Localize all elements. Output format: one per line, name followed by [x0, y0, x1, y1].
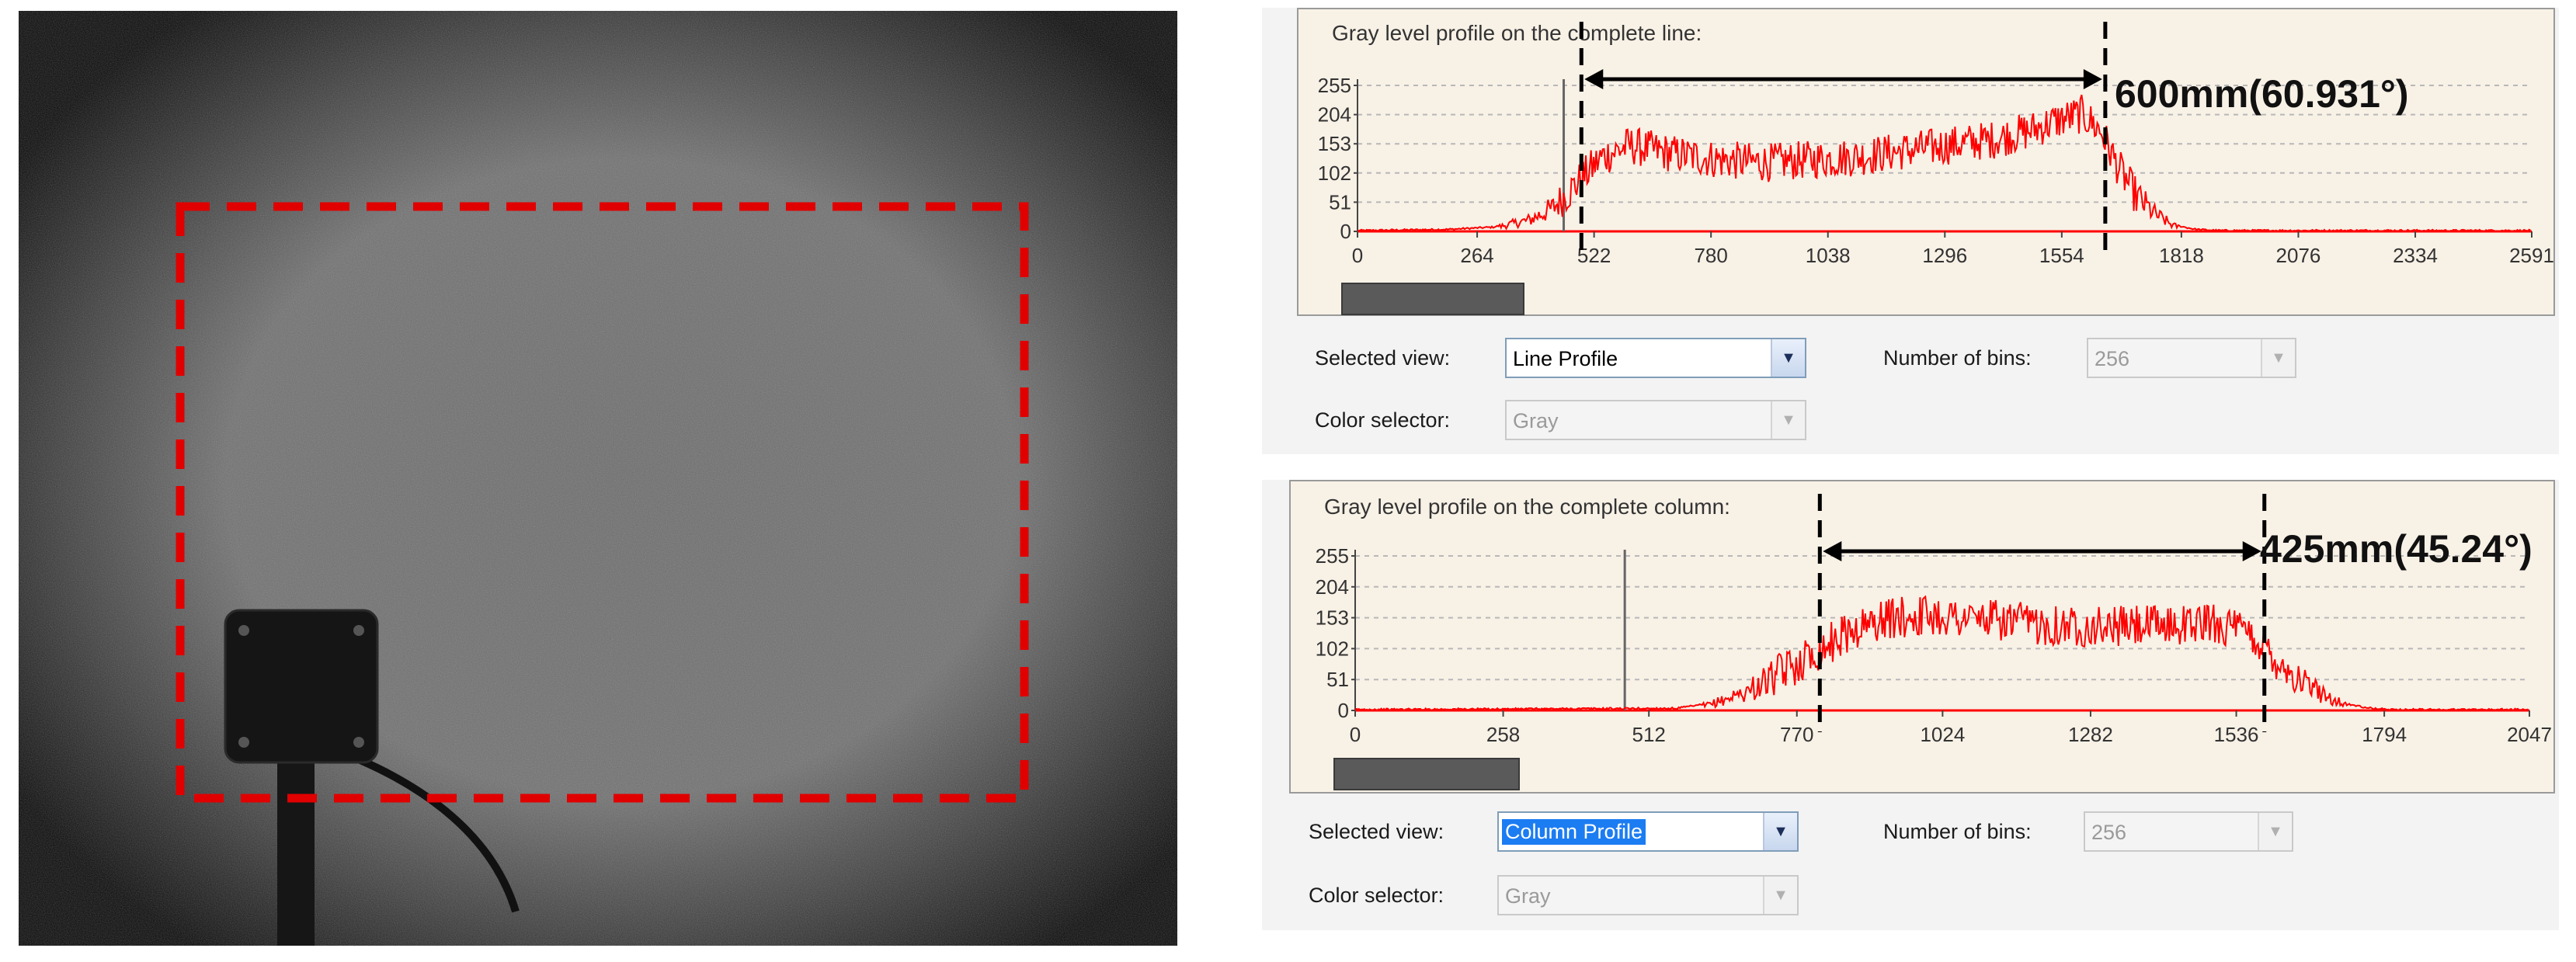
double-arrow-icon	[1823, 541, 2261, 561]
line-profile-panel: Gray level profile on the complete line:…	[1262, 8, 2559, 454]
selected-view-label: Selected view:	[1315, 346, 1451, 370]
line-plot-frame	[1297, 8, 2555, 316]
camera-image	[19, 11, 1177, 946]
dropdown-arrow-icon[interactable]: ▼	[2258, 813, 2292, 850]
dropdown-arrow-icon[interactable]: ▼	[1771, 401, 1805, 439]
profile-series-line	[1354, 595, 2529, 712]
y-tick-label: 153	[1318, 132, 1351, 155]
x-tick-label: 258	[1486, 723, 1520, 746]
color-selector-value: Gray	[1505, 884, 1551, 908]
x-tick-label: 1536	[2214, 723, 2259, 746]
number-of-bins-value: 256	[2091, 821, 2127, 844]
y-tick-label: 204	[1316, 575, 1349, 599]
selected-view-dropdown[interactable]: Column Profile ▼	[1497, 811, 1799, 852]
x-tick-label: 780	[1694, 244, 1727, 267]
y-tick-label: 51	[1326, 668, 1349, 691]
selected-view-value: Line Profile	[1513, 347, 1618, 370]
selected-view-dropdown[interactable]: Line Profile ▼	[1505, 338, 1806, 378]
number-of-bins-dropdown[interactable]: 256 ▼	[2087, 338, 2296, 378]
column-plot-frame	[1289, 480, 2555, 794]
roi-rectangle	[176, 202, 1029, 803]
x-tick-label: 1024	[1920, 723, 1965, 746]
color-selector-value: Gray	[1513, 409, 1559, 432]
y-tick-label: 0	[1340, 220, 1351, 243]
y-tick-label: 102	[1316, 637, 1349, 660]
camera-mount	[224, 609, 520, 946]
x-tick-label: 0	[1350, 723, 1361, 746]
color-selector-label: Color selector:	[1315, 408, 1451, 432]
x-tick-label: 2334	[2393, 244, 2438, 267]
y-tick-label: 51	[1329, 190, 1351, 214]
x-tick-label: 264	[1460, 244, 1493, 267]
color-selector-dropdown[interactable]: Gray ▼	[1497, 875, 1799, 915]
number-of-bins-value: 256	[2095, 347, 2130, 370]
double-arrow-icon	[1584, 69, 2102, 89]
annotation-label: 600mm(60.931°)	[2115, 72, 2409, 116]
x-tick-label: 1818	[2159, 244, 2204, 267]
chart-title: Gray level profile on the complete colum…	[1324, 495, 1730, 519]
y-tick-label: 255	[1316, 544, 1349, 568]
horizontal-scrollbar[interactable]	[1333, 758, 1520, 790]
y-tick-label: 153	[1316, 606, 1349, 630]
x-tick-label: 512	[1632, 723, 1665, 746]
column-profile-chart: Gray level profile on the complete colum…	[1316, 494, 2552, 746]
dropdown-arrow-icon[interactable]: ▼	[1763, 877, 1797, 914]
chart-title: Gray level profile on the complete line:	[1332, 21, 1702, 45]
y-tick-label: 255	[1318, 74, 1351, 97]
color-selector-dropdown[interactable]: Gray ▼	[1505, 400, 1806, 440]
horizontal-scrollbar[interactable]	[1341, 283, 1524, 315]
x-tick-label: 1282	[2068, 723, 2113, 746]
line-profile-chart: Gray level profile on the complete line:…	[1318, 21, 2554, 267]
number-of-bins-label: Number of bins:	[1883, 346, 2032, 370]
profile-series-line	[1357, 94, 2531, 233]
x-tick-label: 1794	[2362, 723, 2407, 746]
dropdown-arrow-icon[interactable]: ▼	[1763, 813, 1797, 850]
dropdown-arrow-icon[interactable]: ▼	[2261, 339, 2295, 377]
y-tick-label: 204	[1318, 103, 1351, 127]
annotation-label: 425mm(45.24°)	[2260, 527, 2533, 571]
selected-view-label: Selected view:	[1309, 820, 1444, 843]
x-tick-label: 1296	[1922, 244, 1967, 267]
color-selector-label: Color selector:	[1309, 884, 1444, 907]
number-of-bins-dropdown[interactable]: 256 ▼	[2084, 811, 2293, 852]
x-tick-label: 0	[1352, 244, 1363, 267]
y-tick-label: 0	[1338, 699, 1349, 722]
number-of-bins-label: Number of bins:	[1883, 820, 2032, 843]
x-tick-label: 1554	[2039, 244, 2084, 267]
selected-view-value: Column Profile	[1502, 819, 1646, 845]
dropdown-arrow-icon[interactable]: ▼	[1771, 339, 1805, 377]
x-tick-label: 1038	[1806, 244, 1851, 267]
x-tick-label: 2591	[2509, 244, 2554, 267]
x-tick-label: 770	[1780, 723, 1813, 746]
x-tick-label: 2076	[2276, 244, 2321, 267]
y-tick-label: 102	[1318, 161, 1351, 185]
column-profile-panel: Gray level profile on the complete colum…	[1262, 480, 2559, 930]
x-tick-label: 2047	[2507, 723, 2552, 746]
